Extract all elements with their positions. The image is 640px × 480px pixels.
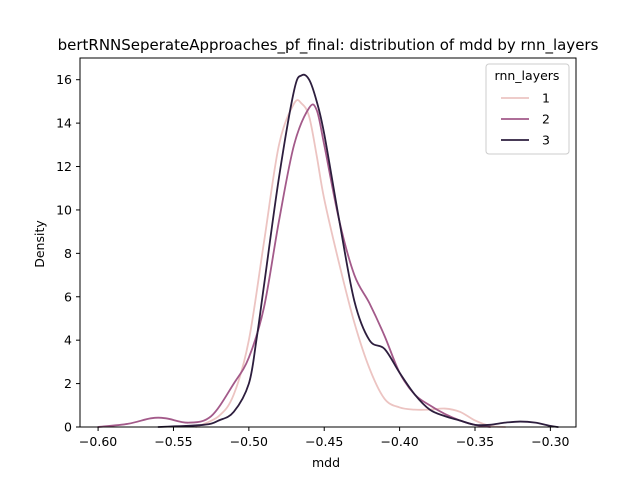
- x-tick-label: −0.55: [154, 434, 192, 449]
- axes-frame: [79, 57, 577, 428]
- series-line-3: [157, 73, 559, 428]
- x-axis: −0.60 −0.55 −0.50 −0.45 −0.40 −0.35 −0.30: [79, 427, 570, 449]
- legend-box: [485, 63, 570, 155]
- x-tick-label: −0.30: [531, 434, 569, 449]
- series-layer: [97, 73, 559, 428]
- y-tick-label: 10: [56, 202, 72, 217]
- legend-title: rnn_layers: [495, 68, 560, 83]
- series-line-1: [195, 99, 507, 428]
- x-tick-label: −0.35: [456, 434, 494, 449]
- legend-label-3: 3: [542, 133, 550, 148]
- y-tick-label: 0: [64, 420, 72, 435]
- y-axis-label: Density: [32, 220, 47, 268]
- y-tick-label: 12: [56, 159, 72, 174]
- x-tick-label: −0.40: [380, 434, 418, 449]
- y-tick-label: 2: [64, 376, 72, 391]
- y-tick-label: 6: [64, 289, 72, 304]
- legend-items: 1 2 3: [501, 91, 550, 148]
- y-tick-label: 14: [56, 116, 72, 131]
- y-tick-label: 4: [64, 333, 72, 348]
- x-axis-label: mdd: [312, 455, 340, 470]
- y-tick-label: 16: [56, 72, 72, 87]
- x-tick-label: −0.50: [230, 434, 268, 449]
- x-tick-label: −0.45: [305, 434, 343, 449]
- x-tick-label: −0.60: [79, 434, 117, 449]
- legend: rnn_layers 1 2 3: [485, 63, 570, 155]
- y-axis: 0 2 4 6 8 10 12 14 16: [56, 72, 80, 435]
- legend-label-1: 1: [542, 91, 550, 106]
- series-line-2: [97, 103, 491, 428]
- legend-label-2: 2: [542, 112, 550, 127]
- y-tick-label: 8: [64, 246, 72, 261]
- chart-title: bertRNNSeperateApproaches_pf_final: dist…: [58, 36, 599, 55]
